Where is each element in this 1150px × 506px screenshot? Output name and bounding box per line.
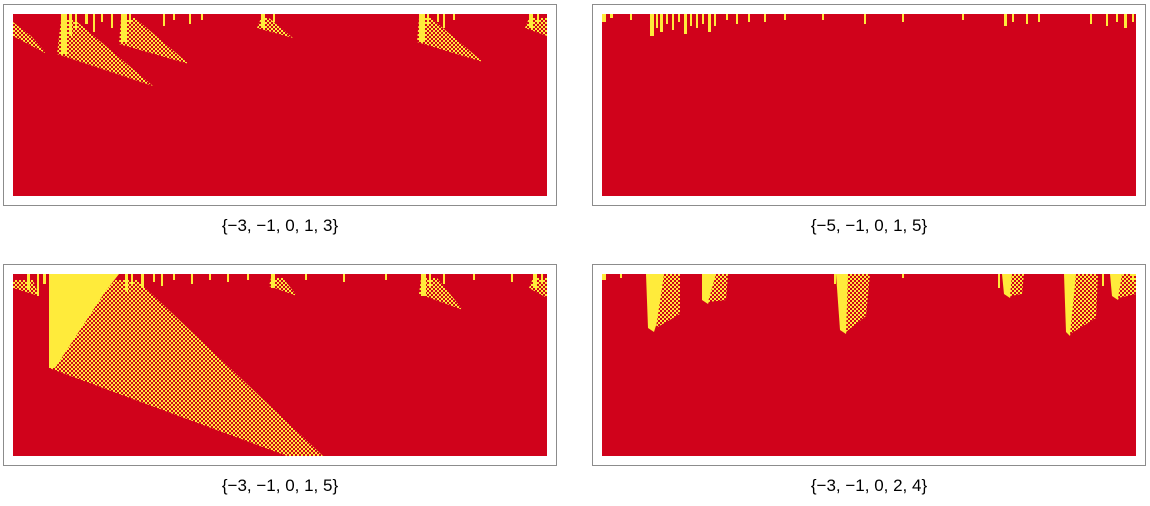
ca-background — [602, 14, 1136, 196]
ca-caption-4: {−3, −1, 0, 2, 4} — [810, 476, 928, 495]
ca-panel-2 — [592, 4, 1146, 206]
ca-spikes — [27, 274, 543, 368]
ca-pattern-4 — [602, 274, 1136, 456]
ca-pattern-3 — [13, 274, 547, 456]
ca-caption-1: {−3, −1, 0, 1, 3} — [221, 216, 339, 235]
ca-panel-1 — [3, 4, 557, 206]
ca-spikes — [61, 14, 539, 54]
ca-checkered-triangles — [656, 274, 1136, 334]
ca-caption-3: {−3, −1, 0, 1, 5} — [221, 476, 339, 495]
ca-panel-4 — [592, 264, 1146, 466]
ca-panel-3 — [3, 264, 557, 466]
ca-pattern-1 — [13, 14, 547, 196]
ca-spikes — [602, 274, 1134, 288]
ca-spikes — [602, 14, 1134, 36]
ca-pattern-2 — [602, 14, 1136, 196]
ca-background — [602, 274, 1136, 456]
ca-triangles — [13, 18, 547, 86]
ca-caption-2: {−5, −1, 0, 1, 5} — [810, 216, 928, 235]
